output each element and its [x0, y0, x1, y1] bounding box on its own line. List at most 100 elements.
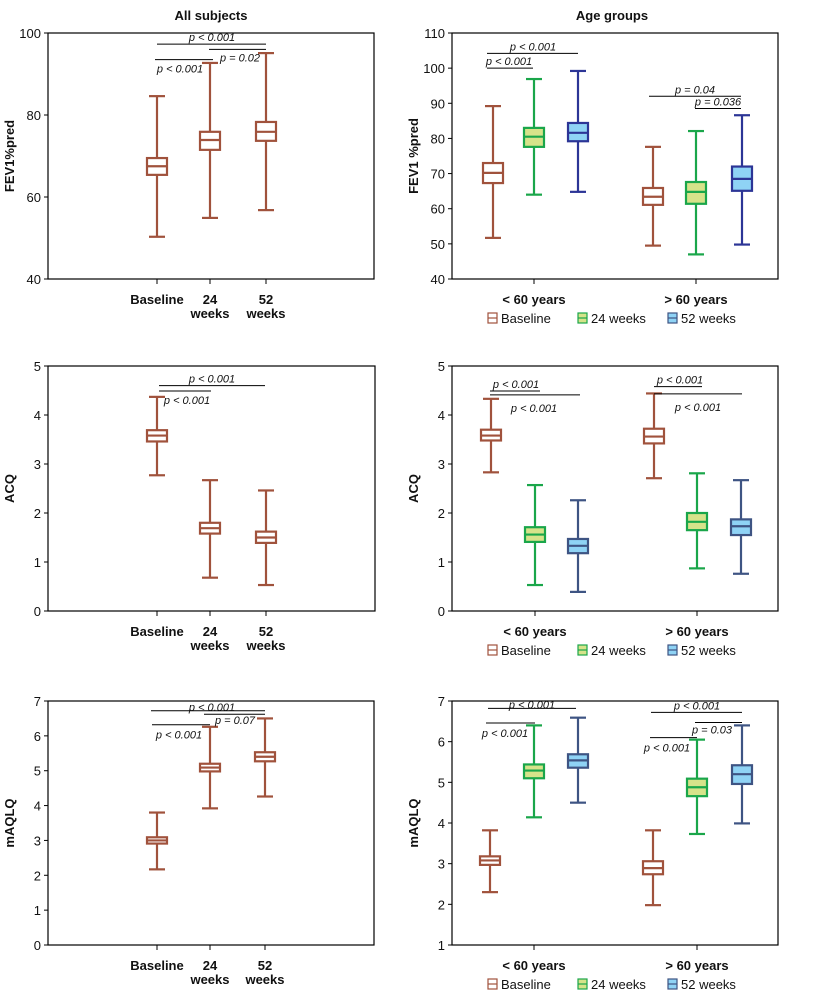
y-tick-label: 100 — [19, 26, 41, 41]
legend-item: 24 weeks — [577, 311, 646, 326]
y-tick-label: 40 — [431, 272, 445, 287]
significance-bracket: p < 0.001 — [151, 702, 265, 714]
box-baseline — [145, 95, 169, 238]
significance-bracket: p < 0.001 — [490, 379, 540, 392]
y-tick-label: 60 — [27, 190, 41, 205]
significance-bracket: p < 0.001 — [490, 394, 580, 415]
y-tick-label: 100 — [423, 61, 445, 76]
p-value-label: p < 0.001 — [510, 403, 557, 415]
y-tick-label: 80 — [27, 108, 41, 123]
legend-label: Baseline — [501, 977, 551, 992]
box-24-weeks — [684, 129, 708, 256]
y-tick-label: 4 — [34, 799, 41, 814]
significance-bracket: p < 0.001 — [651, 700, 742, 713]
p-value-label: p < 0.001 — [673, 700, 720, 712]
box-52-weeks — [729, 479, 753, 575]
y-tick-label: 90 — [431, 96, 445, 111]
box-baseline — [145, 395, 169, 477]
y-axis-label: FEV1%pred — [2, 120, 17, 192]
x-tick-label: > 60 years — [664, 292, 727, 307]
y-axis-label: mAQLQ — [2, 798, 17, 847]
box-52-weeks — [566, 716, 590, 804]
p-value-label: p < 0.001 — [492, 379, 539, 391]
legend-item: 52 weeks — [667, 977, 736, 992]
box-24-weeks — [523, 483, 547, 587]
x-tick-label: 24 — [203, 958, 218, 973]
y-axis-label: ACQ — [2, 474, 17, 503]
significance-bracket: p < 0.001 — [487, 41, 578, 54]
p-value-label: p < 0.001 — [188, 374, 235, 386]
x-tick-label: 52 — [259, 292, 273, 307]
y-tick-label: 5 — [34, 359, 41, 374]
p-value-label: p < 0.001 — [674, 402, 721, 414]
significance-bracket: p < 0.001 — [488, 699, 576, 711]
p-value-label: p = 0.07 — [214, 715, 256, 727]
y-tick-label: 2 — [438, 506, 445, 521]
box-baseline — [478, 829, 502, 894]
legend-label: 24 weeks — [591, 311, 646, 326]
y-tick-label: 40 — [27, 272, 41, 287]
p-value-label: p < 0.001 — [643, 743, 690, 755]
y-tick-label: 6 — [34, 729, 41, 744]
y-tick-label: 60 — [431, 202, 445, 217]
legend-item: 24 weeks — [577, 643, 646, 658]
p-value-label: p < 0.001 — [163, 395, 210, 407]
legend-label: 52 weeks — [681, 977, 736, 992]
box-52-weeks — [730, 724, 754, 825]
y-tick-label: 4 — [438, 816, 445, 831]
significance-bracket: p < 0.001 — [159, 374, 265, 387]
y-tick-label: 7 — [438, 694, 445, 709]
box-52-weeks — [730, 114, 754, 246]
plot-frame — [451, 32, 779, 280]
x-tick-label: weeks — [189, 306, 229, 321]
y-tick-label: 0 — [34, 604, 41, 619]
y-tick-label: 0 — [34, 938, 41, 953]
panel-fev1-all: All subjects 40 60 80 100 FEV1%pred Baseline 24… — [2, 8, 375, 321]
y-tick-label: 1 — [438, 555, 445, 570]
box-baseline — [479, 397, 503, 474]
y-tick-label: 3 — [34, 457, 41, 472]
y-tick-label: 50 — [431, 237, 445, 252]
legend-label: 52 weeks — [681, 643, 736, 658]
x-tick-label: weeks — [189, 972, 229, 987]
panel-acq-age: 0 1 2 3 4 5 ACQ < 60 years > 60 years Baseline 24 … — [406, 359, 779, 658]
box-baseline — [641, 145, 665, 247]
panel-title: All subjects — [175, 8, 248, 23]
significance-bracket: p < 0.001 — [155, 59, 213, 76]
x-tick-label: weeks — [245, 306, 285, 321]
significance-bracket: p = 0.04 — [649, 84, 741, 97]
x-tick-label: weeks — [244, 972, 284, 987]
y-tick-label: 2 — [34, 868, 41, 883]
box-52-weeks — [254, 51, 278, 212]
x-tick-label: 24 — [203, 624, 218, 639]
p-value-label: p < 0.001 — [188, 702, 235, 714]
x-tick-label: 52 — [259, 624, 273, 639]
legend-item: Baseline — [487, 311, 551, 326]
legend-item: 52 weeks — [667, 643, 736, 658]
significance-bracket: p < 0.001 — [654, 393, 742, 414]
box-52-weeks — [566, 499, 590, 593]
y-tick-label: 1 — [34, 555, 41, 570]
y-tick-label: 110 — [424, 26, 445, 41]
plot-frame — [47, 700, 375, 946]
x-tick-label: Baseline — [130, 624, 183, 639]
panel-title: Age groups — [576, 8, 648, 23]
y-tick-label: 3 — [438, 857, 445, 872]
p-value-label: p < 0.001 — [485, 56, 532, 68]
box-24-weeks — [685, 472, 709, 570]
significance-bracket: p < 0.001 — [159, 390, 211, 407]
p-value-label: p < 0.001 — [188, 32, 235, 44]
p-value-label: p = 0.04 — [674, 84, 715, 96]
y-tick-label: 5 — [438, 359, 445, 374]
y-tick-label: 5 — [438, 775, 445, 790]
box-24-weeks — [685, 738, 709, 836]
legend-item: Baseline — [487, 643, 551, 658]
significance-bracket: p < 0.001 — [152, 724, 210, 742]
box-52-weeks — [254, 489, 278, 587]
y-tick-label: 1 — [438, 938, 445, 953]
p-value-label: p < 0.001 — [656, 375, 703, 387]
significance-bracket: p < 0.001 — [654, 375, 703, 388]
plot-frame — [451, 365, 779, 612]
p-value-label: p < 0.001 — [481, 728, 528, 740]
